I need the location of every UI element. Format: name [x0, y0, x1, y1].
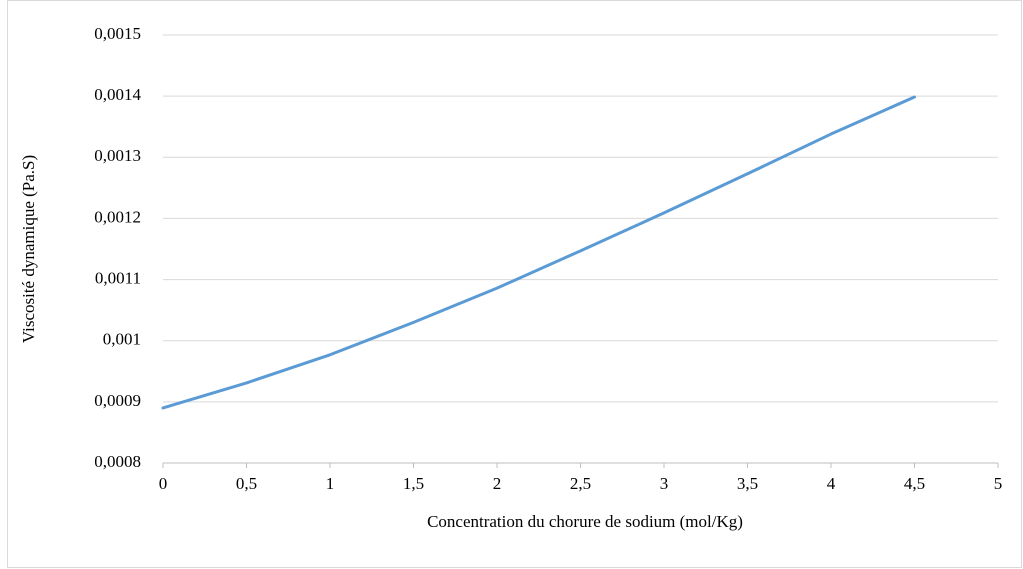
y-tick-label: 0,0013: [94, 146, 141, 165]
x-tick-label: 0: [159, 474, 168, 493]
y-tick-label: 0,001: [103, 330, 141, 349]
y-tick-label: 0,0011: [95, 268, 141, 287]
x-tick-label: 1,5: [403, 474, 424, 493]
x-axis-title: Concentration du chorure de sodium (mol/…: [427, 512, 743, 531]
data-line: [161, 95, 916, 410]
y-tick-label: 0,0008: [94, 452, 141, 471]
y-tick-label: 0,0009: [94, 391, 141, 410]
x-tick-label: 0,5: [236, 474, 257, 493]
x-tick-label: 5: [994, 474, 1003, 493]
y-axis-title: Viscosité dynamique (Pa.S): [19, 155, 38, 343]
y-tick-label: 0,0012: [94, 207, 141, 226]
x-tick-label: 1: [326, 474, 335, 493]
y-tick-label: 0,0014: [94, 85, 141, 104]
x-tick-label: 3,5: [737, 474, 758, 493]
x-tick-label: 2,5: [570, 474, 591, 493]
x-tick-label: 2: [493, 474, 502, 493]
chart-border: [7, 0, 1022, 568]
y-tick-label: 0,0015: [94, 24, 141, 43]
x-tick-label: 3: [660, 474, 669, 493]
x-tick-label: 4: [827, 474, 836, 493]
x-tick-label: 4,5: [904, 474, 925, 493]
